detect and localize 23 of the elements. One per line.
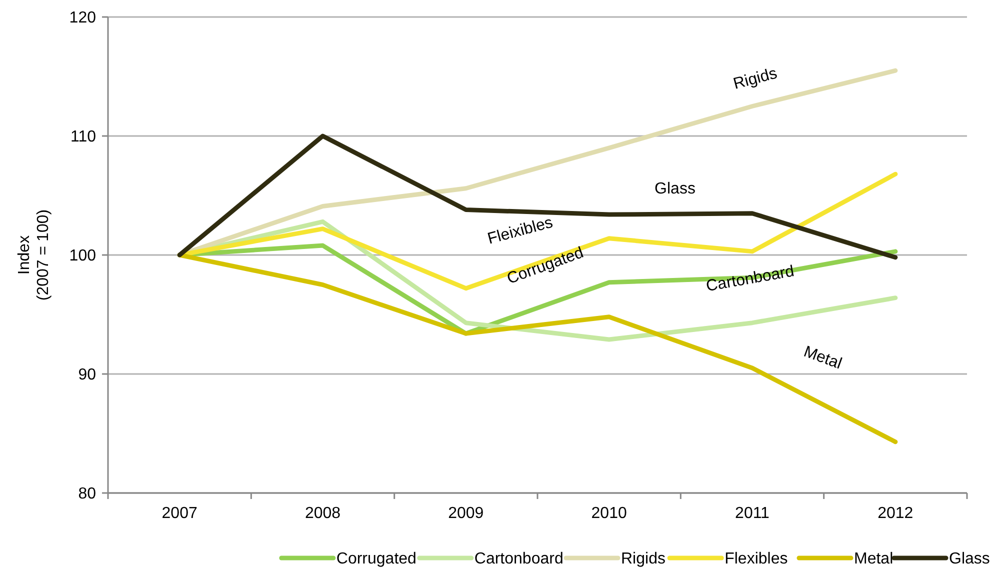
legend-label: Rigids	[621, 550, 666, 568]
x-tick-label: 2012	[878, 505, 914, 522]
legend-label: Flexibles	[724, 550, 788, 568]
legend-label: Cartonboard	[474, 550, 564, 568]
y-tick-label: 100	[69, 248, 96, 265]
annotation: Glass	[654, 180, 696, 198]
y-tick-label: 110	[70, 128, 96, 146]
annotation: Fleixibles	[486, 214, 555, 248]
x-tick-label: 2008	[304, 505, 341, 522]
y-axis-title: Index (2007 = 100)	[16, 209, 52, 301]
x-tick-label: 2011	[735, 505, 770, 522]
x-tick-label: 2009	[448, 505, 484, 522]
x-tick-label: 2007	[162, 505, 198, 522]
y-tick-label: 120	[69, 10, 96, 27]
annotation: Rigids	[732, 65, 779, 94]
y-tick-label: 90	[78, 366, 96, 384]
annotation: Metal	[801, 343, 844, 373]
legend-label: Corrugated	[336, 550, 416, 568]
legend-label: Glass	[949, 550, 990, 568]
legend-label: Metal	[854, 550, 894, 568]
x-tick-label: 2010	[591, 505, 627, 522]
y-tick-label: 80	[78, 486, 96, 503]
annotation: Cartonboard	[704, 262, 796, 296]
